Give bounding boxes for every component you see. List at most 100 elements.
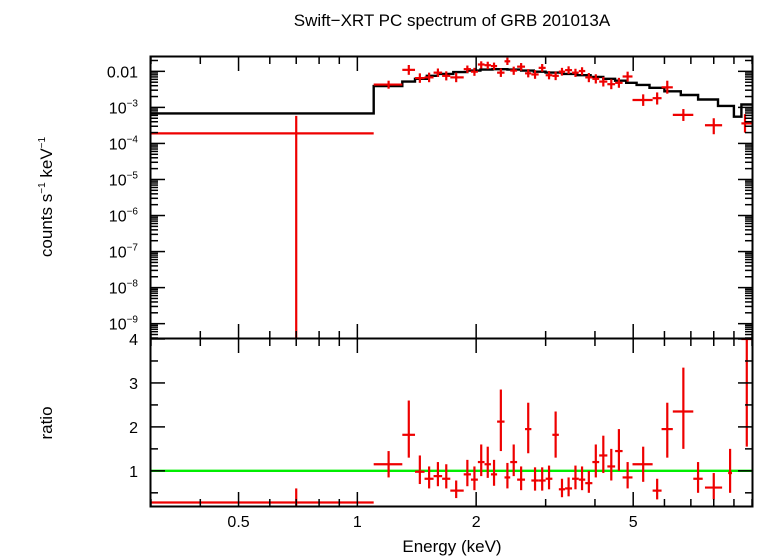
y-tick-label: 10−8 <box>109 279 139 298</box>
y-tick-label-exponent: −7 <box>127 243 139 254</box>
y-tick-label-base: 10 <box>109 317 127 334</box>
spectrum-point-16 <box>517 63 526 71</box>
ratio-point-37 <box>704 473 723 500</box>
y-tick-label-base: 10 <box>109 100 127 117</box>
spectrum-point-37 <box>741 114 752 133</box>
spectrum-point-21 <box>552 71 559 81</box>
spectrum-point-27 <box>592 74 600 84</box>
bottom-panel-frame <box>149 337 754 508</box>
spectrum-point-36 <box>704 118 723 135</box>
ratio-point-38 <box>728 448 733 493</box>
spectrum-point-3 <box>415 73 425 83</box>
spectrum-point-32 <box>632 94 653 106</box>
spectrum-point-10 <box>477 61 485 69</box>
spectrum-point-17 <box>525 69 532 78</box>
y-tick-label: 10−5 <box>109 170 139 189</box>
y-tick-label: 4 <box>129 332 138 349</box>
y-tick-label: 10−9 <box>109 315 139 334</box>
y-tick-label-exponent: −5 <box>127 170 139 181</box>
spectrum-point-4 <box>424 72 434 83</box>
y-tick-label-base: 10 <box>109 172 127 189</box>
ratio-point-10 <box>477 444 485 477</box>
y-tick-label-base: 0.01 <box>107 64 138 81</box>
ratio-point-7 <box>450 480 464 499</box>
y-tick-label-base: 10 <box>109 281 127 298</box>
x-tick-label: 5 <box>629 514 638 531</box>
ratio-point-12 <box>490 459 498 486</box>
spectrum-point-19 <box>538 63 546 72</box>
ratio-point-14 <box>504 462 511 489</box>
spectrum-point-35 <box>672 109 694 121</box>
spectrum-point-26 <box>585 72 593 83</box>
spectrum-point-23 <box>565 66 573 75</box>
ratio-point-21 <box>552 411 559 458</box>
ratio-point-15 <box>510 444 518 477</box>
x-tick-label: 1 <box>353 514 362 531</box>
ratio-point-19 <box>538 467 546 491</box>
ratio-point-35 <box>672 367 694 449</box>
ratio-point-20 <box>545 465 553 490</box>
bottom-axis-ticks: 1 2 3 4 <box>129 332 753 506</box>
spectrum-point-0 <box>151 115 374 338</box>
spectrum-point-25 <box>578 67 586 76</box>
spectrum-point-13 <box>497 68 505 77</box>
bottom-y-axis-label: ratio <box>37 406 56 439</box>
y-tick-label-exponent: −8 <box>127 279 139 290</box>
ratio-point-34 <box>661 402 673 458</box>
ratio-point-5 <box>433 462 443 487</box>
ylabel-sup-1: −1 <box>37 182 48 194</box>
spectrum-point-20 <box>545 71 553 80</box>
top-panel-frame <box>149 55 754 340</box>
x-tick-label: 0.5 <box>227 514 249 531</box>
x-tick-labels: 0.5 1 2 5 <box>227 514 637 531</box>
ylabel-part-1: counts s <box>37 194 56 257</box>
spectrum-point-1 <box>373 80 403 89</box>
y-tick-label-exponent: −3 <box>127 98 139 109</box>
spectrum-point-29 <box>607 79 616 90</box>
y-tick-label: 10−4 <box>109 134 139 153</box>
ylabel-part-2: keV <box>37 148 56 183</box>
ratio-point-17 <box>525 402 532 454</box>
ratio-point-24 <box>572 465 579 490</box>
spectrum-point-31 <box>622 71 633 82</box>
spectrum-point-34 <box>661 80 673 94</box>
spectrum-point-22 <box>558 67 566 76</box>
ylabel-sup-2: −1 <box>37 136 48 148</box>
y-tick-label: 10−7 <box>109 243 139 262</box>
spectrum-point-12 <box>490 62 498 70</box>
ratio-point-23 <box>565 477 573 497</box>
spectrum-point-8 <box>463 65 471 73</box>
ratio-point-28 <box>599 435 608 474</box>
x-axis-label: Energy (keV) <box>402 537 501 556</box>
ratio-point-3 <box>415 455 425 485</box>
ratio-point-29 <box>607 448 616 481</box>
y-tick-label-base: 10 <box>109 245 127 262</box>
ratio-point-36 <box>693 462 703 493</box>
spectrum-point-5 <box>433 68 443 77</box>
top-data-points <box>151 57 752 338</box>
ratio-point-27 <box>592 444 600 478</box>
spectrum-point-7 <box>450 72 464 83</box>
ratio-point-8 <box>463 459 471 487</box>
y-tick-label-exponent: −6 <box>127 207 139 218</box>
spectrum-point-30 <box>615 77 623 88</box>
spectrum-point-18 <box>531 70 539 79</box>
spectrum-point-24 <box>572 68 579 77</box>
ratio-point-32 <box>632 446 653 482</box>
ratio-point-6 <box>442 464 451 489</box>
ratio-point-39 <box>741 337 752 447</box>
ratio-point-16 <box>517 466 526 491</box>
y-tick-label: 1 <box>129 464 138 481</box>
spectrum-point-6 <box>442 71 451 81</box>
y-tick-label-base: 10 <box>109 209 127 226</box>
ratio-point-2 <box>402 400 416 458</box>
chart-title: Swift−XRT PC spectrum of GRB 201013A <box>294 11 611 30</box>
spectrum-point-2 <box>402 64 416 75</box>
ratio-point-30 <box>615 429 623 471</box>
spectrum-point-14 <box>504 57 511 65</box>
spectrum-point-9 <box>470 67 478 76</box>
y-tick-label-exponent: −9 <box>127 315 139 326</box>
y-tick-label: 10−6 <box>109 207 139 226</box>
